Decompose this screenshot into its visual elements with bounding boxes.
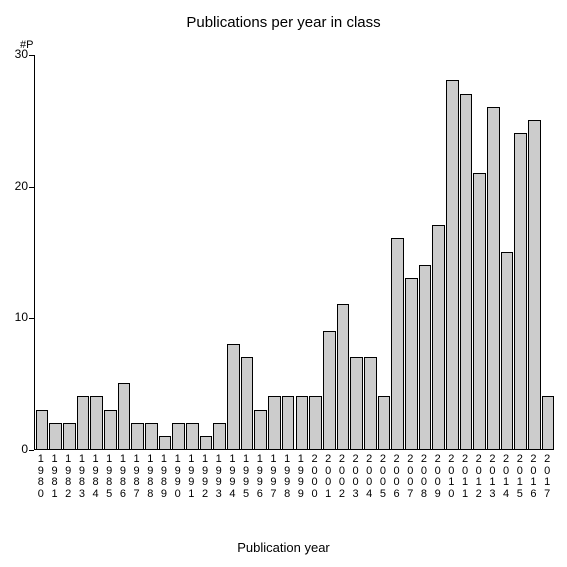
bar (514, 133, 527, 449)
x-tick-label: 2008 (417, 454, 431, 500)
x-tick-label: 2010 (445, 454, 459, 500)
bar (118, 383, 131, 449)
bar (282, 396, 295, 449)
bar (90, 396, 103, 449)
bar (419, 265, 432, 449)
x-tick-label: 2012 (472, 454, 486, 500)
bar (337, 304, 350, 449)
x-tick-label: 1998 (280, 454, 294, 500)
x-tick-label: 2004 (362, 454, 376, 500)
x-tick-label: 1995 (239, 454, 253, 500)
x-tick-label: 2015 (513, 454, 527, 500)
bar (405, 278, 418, 449)
y-tick-mark (29, 187, 34, 188)
bar (309, 396, 322, 449)
bar (241, 357, 254, 449)
bar (131, 423, 144, 449)
x-tick-label: 2017 (540, 454, 554, 500)
x-tick-label: 1989 (157, 454, 171, 500)
y-tick-mark (29, 318, 34, 319)
x-tick-label: 1980 (34, 454, 48, 500)
x-tick-label: 1992 (198, 454, 212, 500)
bar (350, 357, 363, 449)
bar (186, 423, 199, 449)
bar (487, 107, 500, 449)
x-tick-label: 1985 (102, 454, 116, 500)
y-tick-label: 10 (6, 310, 28, 324)
y-tick-label: 30 (6, 47, 28, 61)
x-tick-label: 2011 (458, 454, 472, 500)
x-tick-label: 2014 (499, 454, 513, 500)
chart-title: Publications per year in class (0, 14, 567, 31)
x-tick-label: 1984 (89, 454, 103, 500)
bar (200, 436, 213, 449)
bar (159, 436, 172, 449)
x-tick-label: 1991 (185, 454, 199, 500)
bar (473, 173, 486, 450)
x-tick-label: 2002 (335, 454, 349, 500)
x-tick-label: 2006 (390, 454, 404, 500)
x-tick-label: 2007 (403, 454, 417, 500)
bar (528, 120, 541, 449)
y-tick-mark (29, 450, 34, 451)
bar (254, 410, 267, 450)
x-axis-title: Publication year (0, 540, 567, 555)
x-tick-label: 1994 (226, 454, 240, 500)
bar (501, 252, 514, 450)
x-tick-label: 1993 (212, 454, 226, 500)
x-tick-label: 2001 (321, 454, 335, 500)
bar (460, 94, 473, 450)
bar (104, 410, 117, 450)
x-tick-label: 2009 (431, 454, 445, 500)
x-tick-label: 1982 (61, 454, 75, 500)
bar (378, 396, 391, 449)
x-tick-label: 2000 (308, 454, 322, 500)
plot-area (34, 55, 554, 450)
x-tick-label: 2013 (486, 454, 500, 500)
x-tick-label: 2016 (527, 454, 541, 500)
bar (432, 225, 445, 449)
x-tick-label: 2005 (376, 454, 390, 500)
bar (446, 80, 459, 449)
bar (391, 238, 404, 449)
y-tick-mark (29, 55, 34, 56)
bar (268, 396, 281, 449)
x-tick-label: 1999 (294, 454, 308, 500)
bar (36, 410, 49, 450)
bar (542, 396, 555, 449)
bar (77, 396, 90, 449)
x-tick-label: 1988 (143, 454, 157, 500)
y-tick-label: 0 (6, 442, 28, 456)
bar (227, 344, 240, 449)
x-tick-label: 1990 (171, 454, 185, 500)
y-tick-label: 20 (6, 179, 28, 193)
bar (49, 423, 62, 449)
x-tick-label: 1996 (253, 454, 267, 500)
x-tick-label: 1983 (75, 454, 89, 500)
bar (145, 423, 158, 449)
chart-container: Publications per year in class #P 010203… (0, 0, 567, 567)
bar (323, 331, 336, 450)
x-tick-label: 1986 (116, 454, 130, 500)
bar (364, 357, 377, 449)
bar (63, 423, 76, 449)
x-tick-label: 2003 (349, 454, 363, 500)
bar (172, 423, 185, 449)
x-tick-label: 1987 (130, 454, 144, 500)
x-tick-label: 1981 (48, 454, 62, 500)
x-tick-label: 1997 (267, 454, 281, 500)
bar (213, 423, 226, 449)
bar (296, 396, 309, 449)
